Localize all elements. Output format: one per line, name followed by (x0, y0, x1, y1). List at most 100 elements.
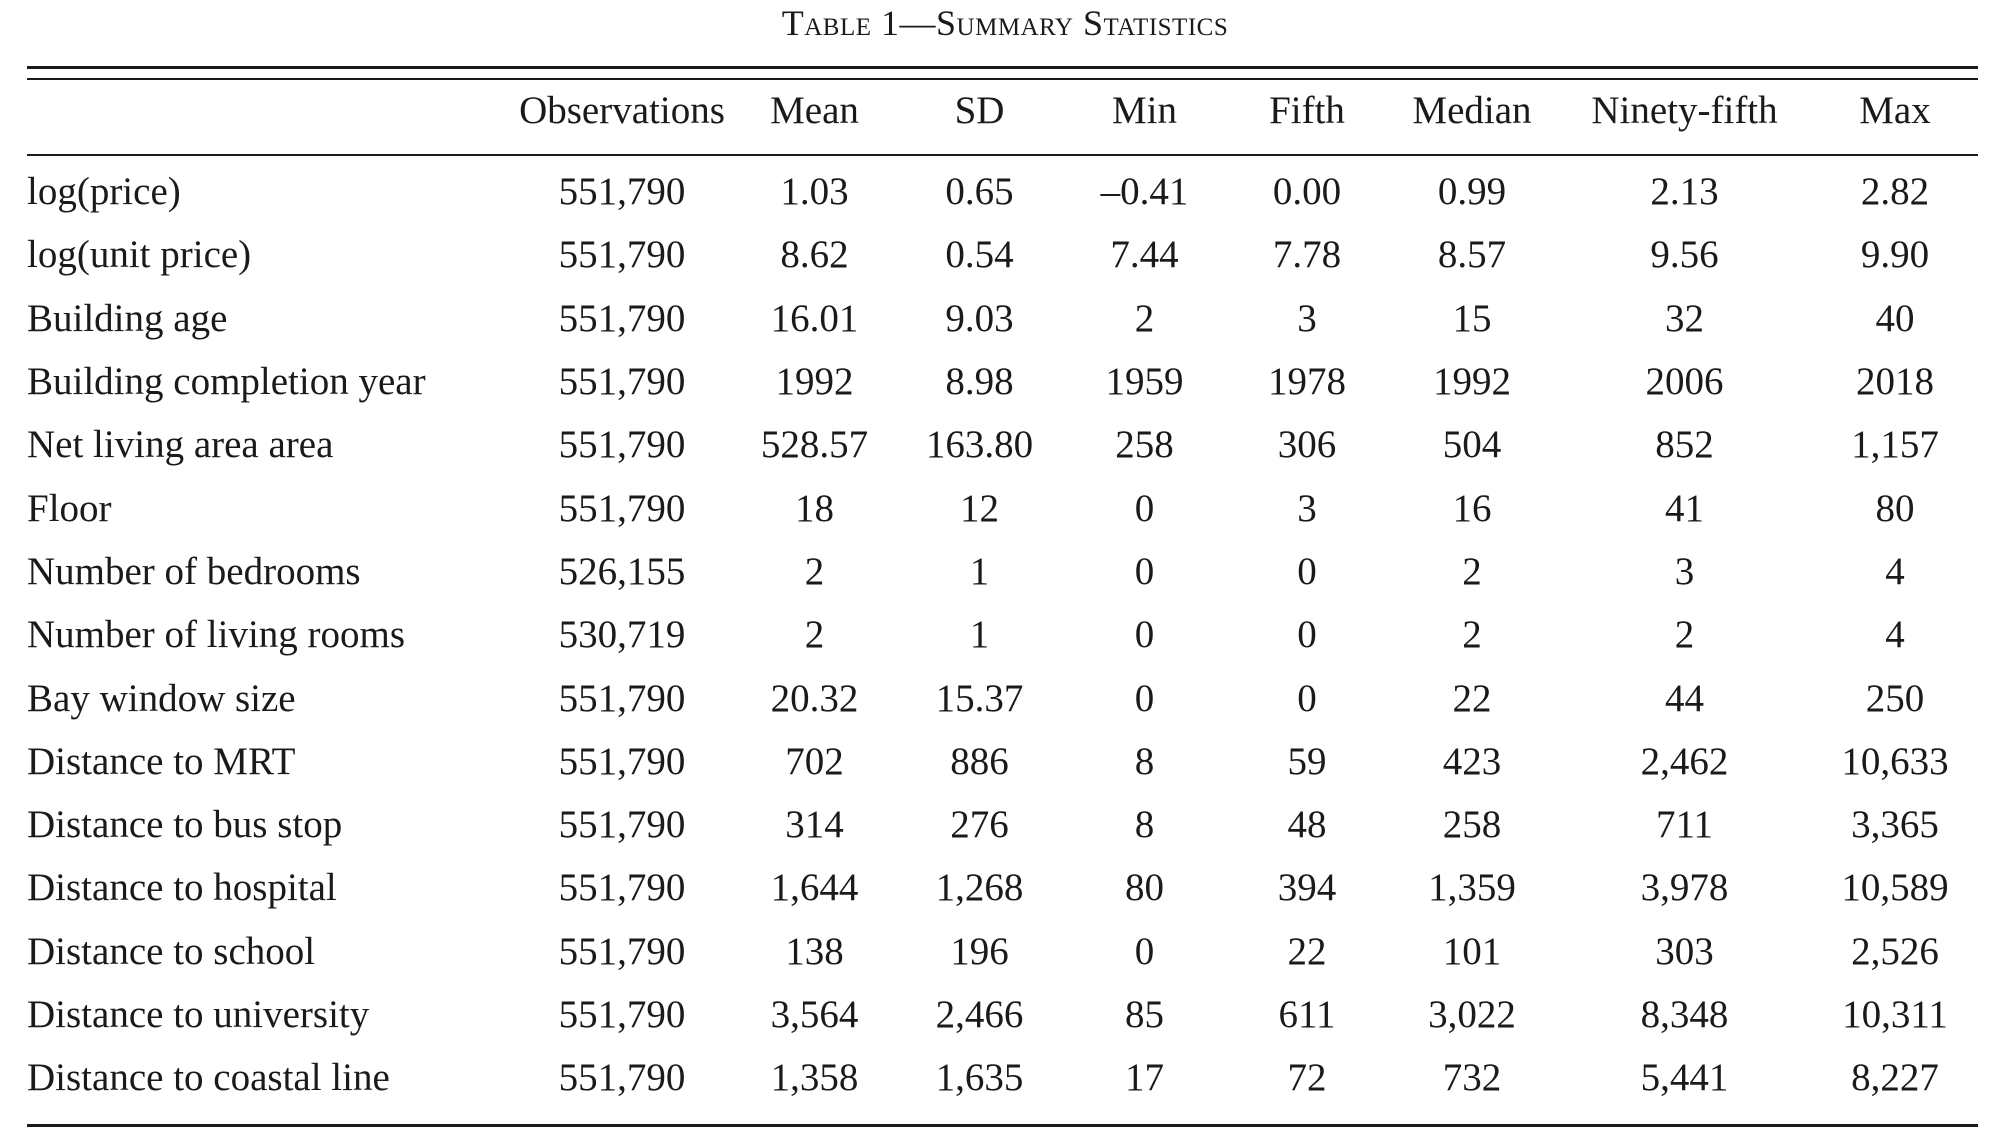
table-cell: 551,790 (558, 676, 686, 720)
table-cell: 0 (1297, 613, 1317, 657)
table-cell: 702 (785, 739, 844, 783)
row-label: Distance to coastal line (27, 1056, 390, 1100)
table-cell: 101 (1442, 929, 1502, 973)
header-cell: Fifth (1269, 89, 1345, 132)
table-cell: 9.03 (945, 296, 1014, 340)
table-cell: 1 (969, 549, 990, 593)
table-cell: 7.44 (1110, 233, 1179, 277)
table-cell: 0 (1297, 549, 1317, 593)
table-row: Distance to hospital 551,790 1,644 1,268 80 3… (27, 856, 1978, 919)
table-cell: 72 (1287, 1056, 1327, 1100)
row-label: Bay window size (27, 676, 296, 720)
table-cell: 10,311 (1842, 993, 1948, 1036)
table-cell: 59 (1287, 739, 1327, 783)
table-cell: 2,526 (1851, 929, 1939, 973)
header-cell-label (27, 88, 512, 150)
header-cell: Min (1111, 89, 1177, 132)
table-cell: 852 (1655, 423, 1714, 467)
table-row: Number of bedrooms 526,155 2 1 0 0 2 3 4 (27, 540, 1978, 603)
table-cell: 48 (1287, 803, 1327, 847)
table-row: Number of living rooms 530,719 2 1 0 0 2 2 4 (27, 603, 1978, 666)
table-row: Distance to MRT 551,790 702 886 8 59 423 2,462 1… (27, 730, 1978, 793)
row-label: Floor (27, 486, 112, 530)
table-cell: 3 (1297, 486, 1317, 530)
header-row: Observations Mean SD Min Fifth Median Ninety-f… (27, 88, 1978, 150)
row-label: Distance to MRT (27, 739, 296, 783)
table-cell: 2018 (1856, 360, 1934, 404)
table-cell: 394 (1277, 866, 1337, 910)
table-cell: 2 (1462, 613, 1482, 657)
row-label: Net living area area (27, 423, 334, 467)
table-cell: 8 (1134, 803, 1155, 847)
table-cell: 7.78 (1272, 233, 1342, 277)
table-cell: 551,790 (558, 360, 686, 404)
table-cell: 80 (1125, 866, 1164, 910)
table-cell: 2 (1462, 549, 1482, 593)
table-cell: 17 (1125, 1056, 1164, 1100)
table-cell: 8 (1134, 739, 1155, 783)
table-row: log(unit price) 551,790 8.62 0.54 7.44 7.78 8.… (27, 223, 1978, 286)
table-cell: 0 (1134, 613, 1155, 657)
table-cell: 16.01 (770, 296, 859, 340)
table-cell: 44 (1665, 676, 1704, 720)
row-label: Distance to hospital (27, 866, 337, 910)
table-row: Floor 551,790 18 12 0 3 16 41 80 (27, 476, 1978, 539)
header-cell: Ninety-fifth (1591, 89, 1778, 132)
table-cell: 3,022 (1428, 993, 1516, 1036)
table-cell: 9.90 (1860, 233, 1930, 277)
table-cell: 0 (1134, 486, 1155, 530)
table-cell: 22 (1452, 676, 1492, 720)
table-cell: 1959 (1105, 360, 1184, 404)
table-cell: –0.41 (1100, 170, 1189, 214)
table-cell: 1,157 (1851, 423, 1939, 467)
table-cell: 8,227 (1851, 1056, 1939, 1100)
table-cell: 85 (1125, 993, 1164, 1036)
bottom-rule (27, 1124, 1978, 1127)
table-row: Net living area area 551,790 528.57 163.80 2… (27, 413, 1978, 476)
table-cell: 526,155 (558, 549, 686, 593)
table-cell: 528.57 (760, 423, 869, 467)
table-row: Building age 551,790 16.01 9.03 2 3 15 32 40 (27, 287, 1978, 350)
table-cell: 41 (1665, 486, 1704, 530)
table-cell: 423 (1442, 739, 1502, 783)
table-row: Distance to bus stop 551,790 314 276 8 48 258 7… (27, 793, 1978, 856)
table-cell: 40 (1875, 296, 1915, 340)
table-row: Distance to coastal line 551,790 1,358 1,63… (27, 1046, 1978, 1109)
header-cell: Observations (519, 89, 725, 132)
table-cell: 0 (1134, 676, 1155, 720)
table-cell: 551,790 (558, 423, 686, 467)
table-cell: 551,790 (558, 296, 686, 340)
row-label: Building age (27, 296, 228, 340)
table-cell: 1978 (1268, 360, 1346, 404)
table-cell: 314 (785, 803, 844, 847)
table-cell: 5,441 (1640, 1056, 1729, 1100)
table-cell: 2 (1134, 296, 1155, 340)
table-cell: 32 (1665, 296, 1704, 340)
table-body: log(price) 551,790 1.03 0.65 –0.41 0.00 0.99 2.… (27, 160, 1978, 1109)
row-label: Distance to school (27, 929, 316, 973)
table-cell: 15.37 (935, 676, 1024, 720)
table-cell: 1.03 (780, 170, 849, 214)
row-label: Number of living rooms (27, 613, 406, 657)
table-cell: 8.98 (945, 360, 1014, 404)
table-cell: 1,359 (1428, 866, 1516, 910)
header-cell: Max (1859, 89, 1931, 132)
table-cell: 8.57 (1437, 233, 1507, 277)
row-label: log(price) (27, 170, 181, 214)
table-cell: 2.13 (1650, 170, 1719, 214)
table-cell: 711 (1655, 803, 1714, 847)
table-cell: 1992 (1433, 360, 1511, 404)
table-cell: 2,466 (935, 993, 1024, 1036)
summary-statistics-table: Observations Mean SD Min Fifth Median Ninety-f… (27, 88, 1978, 1109)
top-rule-outer (27, 66, 1978, 69)
table-title: Table 1—Summary Statistics (0, 2, 1994, 44)
table-cell: 2 (804, 613, 825, 657)
table-cell: 276 (950, 803, 1009, 847)
table-cell: 9.56 (1650, 233, 1719, 277)
table-cell: 3 (1297, 296, 1317, 340)
table-cell: 1,268 (935, 866, 1024, 910)
table-title-prefix: Table 1— (781, 3, 937, 43)
header-cell: Mean (770, 89, 859, 132)
table-cell: 3,978 (1640, 866, 1729, 910)
